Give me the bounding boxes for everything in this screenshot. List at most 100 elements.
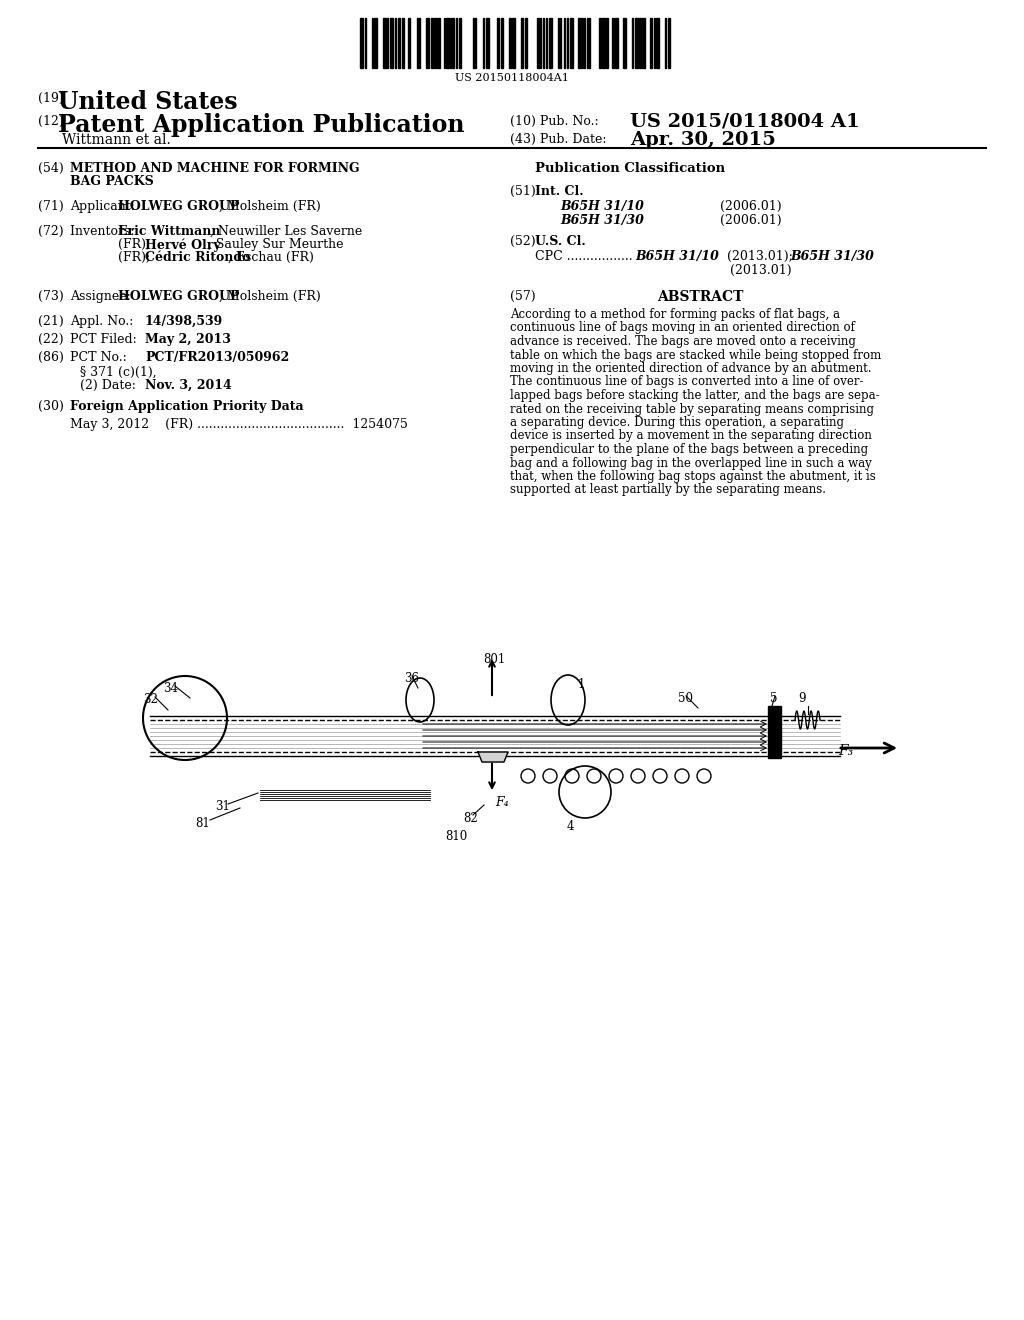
Text: ABSTRACT: ABSTRACT [656,290,743,304]
Text: Foreign Application Priority Data: Foreign Application Priority Data [70,400,304,413]
Text: HOLWEG GROUP: HOLWEG GROUP [118,201,240,213]
Text: Nov. 3, 2014: Nov. 3, 2014 [145,379,231,392]
Text: (52): (52) [510,235,536,248]
Text: HOLWEG GROUP: HOLWEG GROUP [118,290,240,304]
Text: Wittmann et al.: Wittmann et al. [62,133,171,147]
Bar [408,18,410,69]
Text: PCT/FR2013/050962: PCT/FR2013/050962 [145,351,289,364]
Bar [390,18,393,69]
Text: rated on the receiving table by separating means comprising: rated on the receiving table by separati… [510,403,874,416]
Text: Apr. 30, 2015: Apr. 30, 2015 [630,131,776,149]
Text: (21): (21) [38,315,63,327]
Text: , Neuwiller Les Saverne: , Neuwiller Les Saverne [210,224,362,238]
Bar [668,18,670,69]
Bar [578,18,581,69]
Text: bag and a following bag in the overlapped line in such a way: bag and a following bag in the overlappe… [510,457,871,470]
Text: lapped bags before stacking the latter, and the bags are sepa-: lapped bags before stacking the latter, … [510,389,880,403]
Text: Inventors:: Inventors: [70,224,138,238]
Text: (30): (30) [38,400,63,413]
Text: Publication Classification: Publication Classification [535,162,725,176]
Bar [437,18,440,69]
Text: PCT Filed:: PCT Filed: [70,333,137,346]
Text: US 2015/0118004 A1: US 2015/0118004 A1 [630,114,860,131]
Text: continuous line of bags moving in an oriented direction of: continuous line of bags moving in an ori… [510,322,855,334]
Text: B65H 31/30: B65H 31/30 [790,249,873,263]
Bar [549,18,552,69]
Text: (51): (51) [510,185,536,198]
Text: 31: 31 [215,800,229,813]
Text: 36: 36 [404,672,419,685]
Text: B65H 31/30: B65H 31/30 [560,214,644,227]
Text: supported at least partially by the separating means.: supported at least partially by the sepa… [510,483,826,496]
Text: METHOD AND MACHINE FOR FORMING: METHOD AND MACHINE FOR FORMING [70,162,359,176]
Text: 1: 1 [578,678,586,690]
Text: , Sauley Sur Meurthe: , Sauley Sur Meurthe [208,238,343,251]
Text: May 2, 2013: May 2, 2013 [145,333,230,346]
Bar [635,18,638,69]
Bar [452,18,454,69]
Text: The continuous line of bags is converted into a line of over-: The continuous line of bags is converted… [510,375,863,388]
Bar [768,706,781,758]
Bar [650,18,652,69]
Bar [398,18,400,69]
Text: US 20150118004A1: US 20150118004A1 [455,73,569,83]
Bar [426,18,429,69]
Text: (72): (72) [38,224,63,238]
Text: (54): (54) [38,162,63,176]
Text: 801: 801 [483,653,505,667]
Bar [431,18,433,69]
Text: B65H 31/10: B65H 31/10 [635,249,719,263]
Bar [501,18,503,69]
Text: 82: 82 [463,812,478,825]
Text: 9: 9 [798,692,806,705]
Bar [615,18,618,69]
Text: 5: 5 [770,692,777,705]
Bar [473,18,476,69]
Text: (10) Pub. No.:: (10) Pub. No.: [510,115,599,128]
Text: 34: 34 [163,682,178,696]
Text: BAG PACKS: BAG PACKS [70,176,154,187]
Bar [537,18,539,69]
Text: (86): (86) [38,351,63,364]
Bar [402,18,404,69]
Bar [642,18,645,69]
Text: F₃: F₃ [838,744,853,758]
Text: 50: 50 [678,692,693,705]
Text: United States: United States [58,90,238,114]
Text: According to a method for forming packs of flat bags, a: According to a method for forming packs … [510,308,840,321]
Bar [587,18,590,69]
Bar [512,18,515,69]
Text: (43) Pub. Date:: (43) Pub. Date: [510,133,606,147]
Text: Applicant:: Applicant: [70,201,139,213]
Text: (2) Date:: (2) Date: [80,379,136,392]
Bar [497,18,499,69]
Text: perpendicular to the plane of the bags between a preceding: perpendicular to the plane of the bags b… [510,444,868,455]
Text: (57): (57) [510,290,536,304]
Bar [509,18,511,69]
Bar [525,18,527,69]
Text: 4: 4 [567,820,574,833]
Text: Appl. No.:: Appl. No.: [70,315,133,327]
Text: F₄: F₄ [495,796,509,809]
Text: Patent Application Publication: Patent Application Publication [58,114,465,137]
Bar [570,18,573,69]
Text: (FR);: (FR); [118,251,155,264]
Bar [606,18,608,69]
Bar [521,18,523,69]
Bar [656,18,659,69]
Text: (2013.01);: (2013.01); [723,249,797,263]
Text: device is inserted by a movement in the separating direction: device is inserted by a movement in the … [510,429,871,442]
Bar [612,18,614,69]
Bar [446,18,449,69]
Text: CPC .................: CPC ................. [535,249,637,263]
Text: (19): (19) [38,92,63,106]
Text: (2006.01): (2006.01) [720,214,781,227]
Bar [459,18,461,69]
Bar [417,18,420,69]
Bar [639,18,641,69]
Text: advance is received. The bags are moved onto a receiving: advance is received. The bags are moved … [510,335,856,348]
Bar [486,18,489,69]
Text: a separating device. During this operation, a separating: a separating device. During this operati… [510,416,844,429]
Text: moving in the oriented direction of advance by an abutment.: moving in the oriented direction of adva… [510,362,871,375]
Text: U.S. Cl.: U.S. Cl. [535,235,586,248]
